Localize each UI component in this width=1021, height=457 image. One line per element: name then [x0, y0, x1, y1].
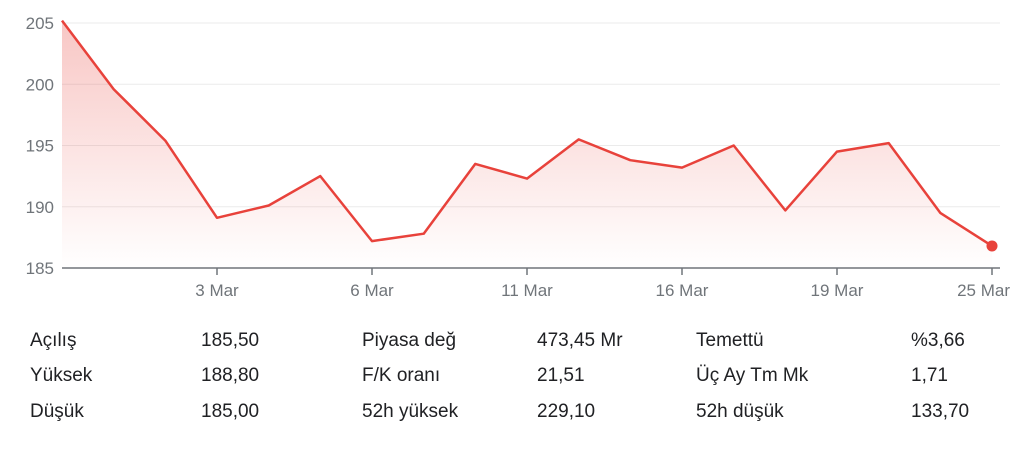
- stat-value-low: 185,00: [201, 401, 260, 422]
- y-tick-label: 185: [26, 259, 54, 278]
- x-tick-label: 11 Mar: [501, 281, 553, 300]
- x-tick-label: 25 Mar: [957, 281, 1010, 300]
- price-line: [61, 19, 993, 247]
- stat-label-low: Düşük: [30, 401, 84, 422]
- last-price-marker: [986, 240, 998, 252]
- x-tick-label: 6 Mar: [350, 281, 394, 300]
- stat-value-pe-ratio: 21,51: [537, 365, 585, 386]
- stat-value-open: 185,50: [201, 330, 260, 351]
- stats-row: Yüksek 188,80 F/K oranı 21,51 Üç Ay Tm M…: [0, 365, 1021, 399]
- x-tick-label: 16 Mar: [656, 281, 709, 300]
- stat-value-high: 188,80: [201, 365, 260, 386]
- stat-label-market-cap: Piyasa değ: [362, 330, 457, 351]
- y-tick-label: 190: [26, 198, 54, 217]
- stat-value-market-cap: 473,45 Mr: [537, 330, 623, 351]
- stat-label-52w-high: 52h yüksek: [362, 401, 459, 422]
- y-tick-label: 200: [26, 75, 54, 94]
- stat-value-52w-low: 133,70: [911, 401, 970, 422]
- stat-label-open: Açılış: [30, 330, 77, 351]
- price-area-fill: [62, 20, 992, 268]
- x-tick-label: 3 Mar: [195, 281, 239, 300]
- price-chart: 185 190 195 200 205 3 Mar 6 Mar 11 Mar 16 Mar 19…: [26, 14, 1011, 300]
- stat-value-dividend: %3,66: [911, 330, 965, 351]
- stat-value-qtr-div-amt: 1,71: [911, 365, 948, 386]
- stats-row: Düşük 185,00 52h yüksek 229,10 52h düşük…: [0, 401, 1021, 435]
- stat-label-qtr-div-amt: Üç Ay Tm Mk: [696, 365, 809, 386]
- y-axis-labels: 185 190 195 200 205: [26, 14, 54, 278]
- stat-label-dividend: Temettü: [696, 330, 764, 351]
- y-tick-label: 205: [26, 14, 54, 33]
- x-tick-label: 19 Mar: [811, 281, 864, 300]
- stat-label-52w-low: 52h düşük: [696, 401, 784, 422]
- x-axis-ticks: 3 Mar 6 Mar 11 Mar 16 Mar 19 Mar 25 Mar: [195, 268, 1010, 300]
- stat-value-52w-high: 229,10: [537, 401, 596, 422]
- stats-row: Açılış 185,50 Piyasa değ 473,45 Mr Temet…: [0, 330, 1021, 364]
- stat-label-high: Yüksek: [30, 365, 93, 386]
- stat-label-pe-ratio: F/K oranı: [362, 365, 441, 386]
- y-tick-label: 195: [26, 137, 54, 156]
